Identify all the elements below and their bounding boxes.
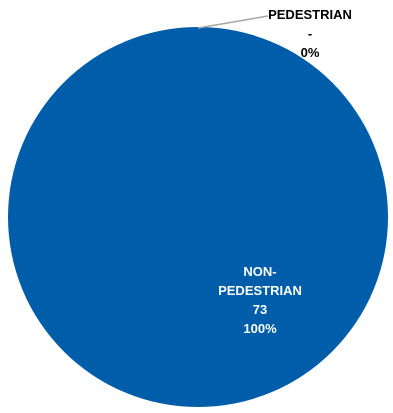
data-label-line: PEDESTRIAN	[268, 7, 352, 22]
data-label-line: -	[308, 26, 312, 41]
data-label-non-pedestrian: NON- PEDESTRIAN 73 100%	[218, 264, 302, 336]
data-label-line: NON-	[243, 264, 276, 279]
pie-slice-non-pedestrian	[8, 27, 388, 407]
data-label-pedestrian: PEDESTRIAN - 0%	[268, 7, 352, 60]
data-label-line: 73	[253, 302, 267, 317]
data-label-line: 100%	[243, 321, 277, 336]
data-label-line: 0%	[301, 45, 320, 60]
leader-line-pedestrian	[197, 15, 269, 29]
data-label-line: PEDESTRIAN	[218, 283, 302, 298]
